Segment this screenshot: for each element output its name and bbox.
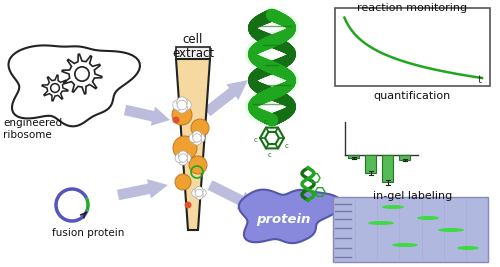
Text: quantification: quantification (374, 91, 451, 101)
Circle shape (175, 154, 184, 163)
Text: c: c (268, 152, 272, 158)
Bar (365, 155, 376, 173)
Polygon shape (117, 179, 168, 200)
Polygon shape (204, 80, 248, 116)
Polygon shape (239, 190, 342, 243)
Bar (382, 155, 393, 182)
Circle shape (192, 189, 200, 197)
Ellipse shape (438, 228, 464, 232)
Text: in-gel labeling: in-gel labeling (373, 191, 452, 201)
Text: cell
extract: cell extract (172, 33, 214, 60)
Circle shape (172, 116, 180, 124)
Circle shape (195, 191, 203, 199)
Circle shape (176, 103, 188, 113)
Circle shape (184, 202, 192, 209)
Text: c: c (285, 143, 289, 149)
Circle shape (182, 154, 191, 163)
Text: protein: protein (256, 214, 310, 226)
Circle shape (195, 187, 203, 195)
Bar (348, 155, 359, 158)
Bar (335, 8, 490, 86)
Polygon shape (124, 105, 170, 126)
Circle shape (196, 134, 205, 143)
Polygon shape (176, 59, 210, 230)
Ellipse shape (417, 216, 439, 220)
Circle shape (178, 151, 188, 160)
Polygon shape (208, 180, 260, 210)
Ellipse shape (368, 221, 394, 225)
Circle shape (179, 154, 187, 162)
Text: t: t (478, 75, 482, 85)
Text: reaction monitoring: reaction monitoring (358, 3, 468, 13)
Circle shape (192, 136, 202, 145)
Text: c: c (253, 138, 257, 143)
Circle shape (180, 100, 191, 110)
Circle shape (172, 105, 192, 125)
Circle shape (173, 100, 184, 110)
Bar (333, 197, 488, 262)
Circle shape (176, 97, 188, 108)
Circle shape (195, 189, 203, 197)
Text: fusion protein: fusion protein (52, 228, 125, 238)
Circle shape (198, 189, 206, 197)
Circle shape (178, 156, 188, 165)
Bar (176, 47, 210, 59)
Circle shape (189, 134, 198, 143)
Circle shape (189, 156, 207, 174)
Circle shape (177, 100, 187, 110)
Text: engineered
ribosome: engineered ribosome (3, 118, 62, 140)
Circle shape (192, 131, 202, 140)
Polygon shape (8, 45, 140, 126)
Ellipse shape (382, 205, 404, 209)
Circle shape (173, 136, 197, 160)
Text: c: c (263, 119, 267, 125)
Circle shape (193, 134, 201, 142)
Circle shape (191, 119, 209, 137)
Ellipse shape (457, 246, 479, 250)
Circle shape (175, 174, 191, 190)
Bar (399, 155, 410, 160)
Ellipse shape (392, 243, 418, 247)
